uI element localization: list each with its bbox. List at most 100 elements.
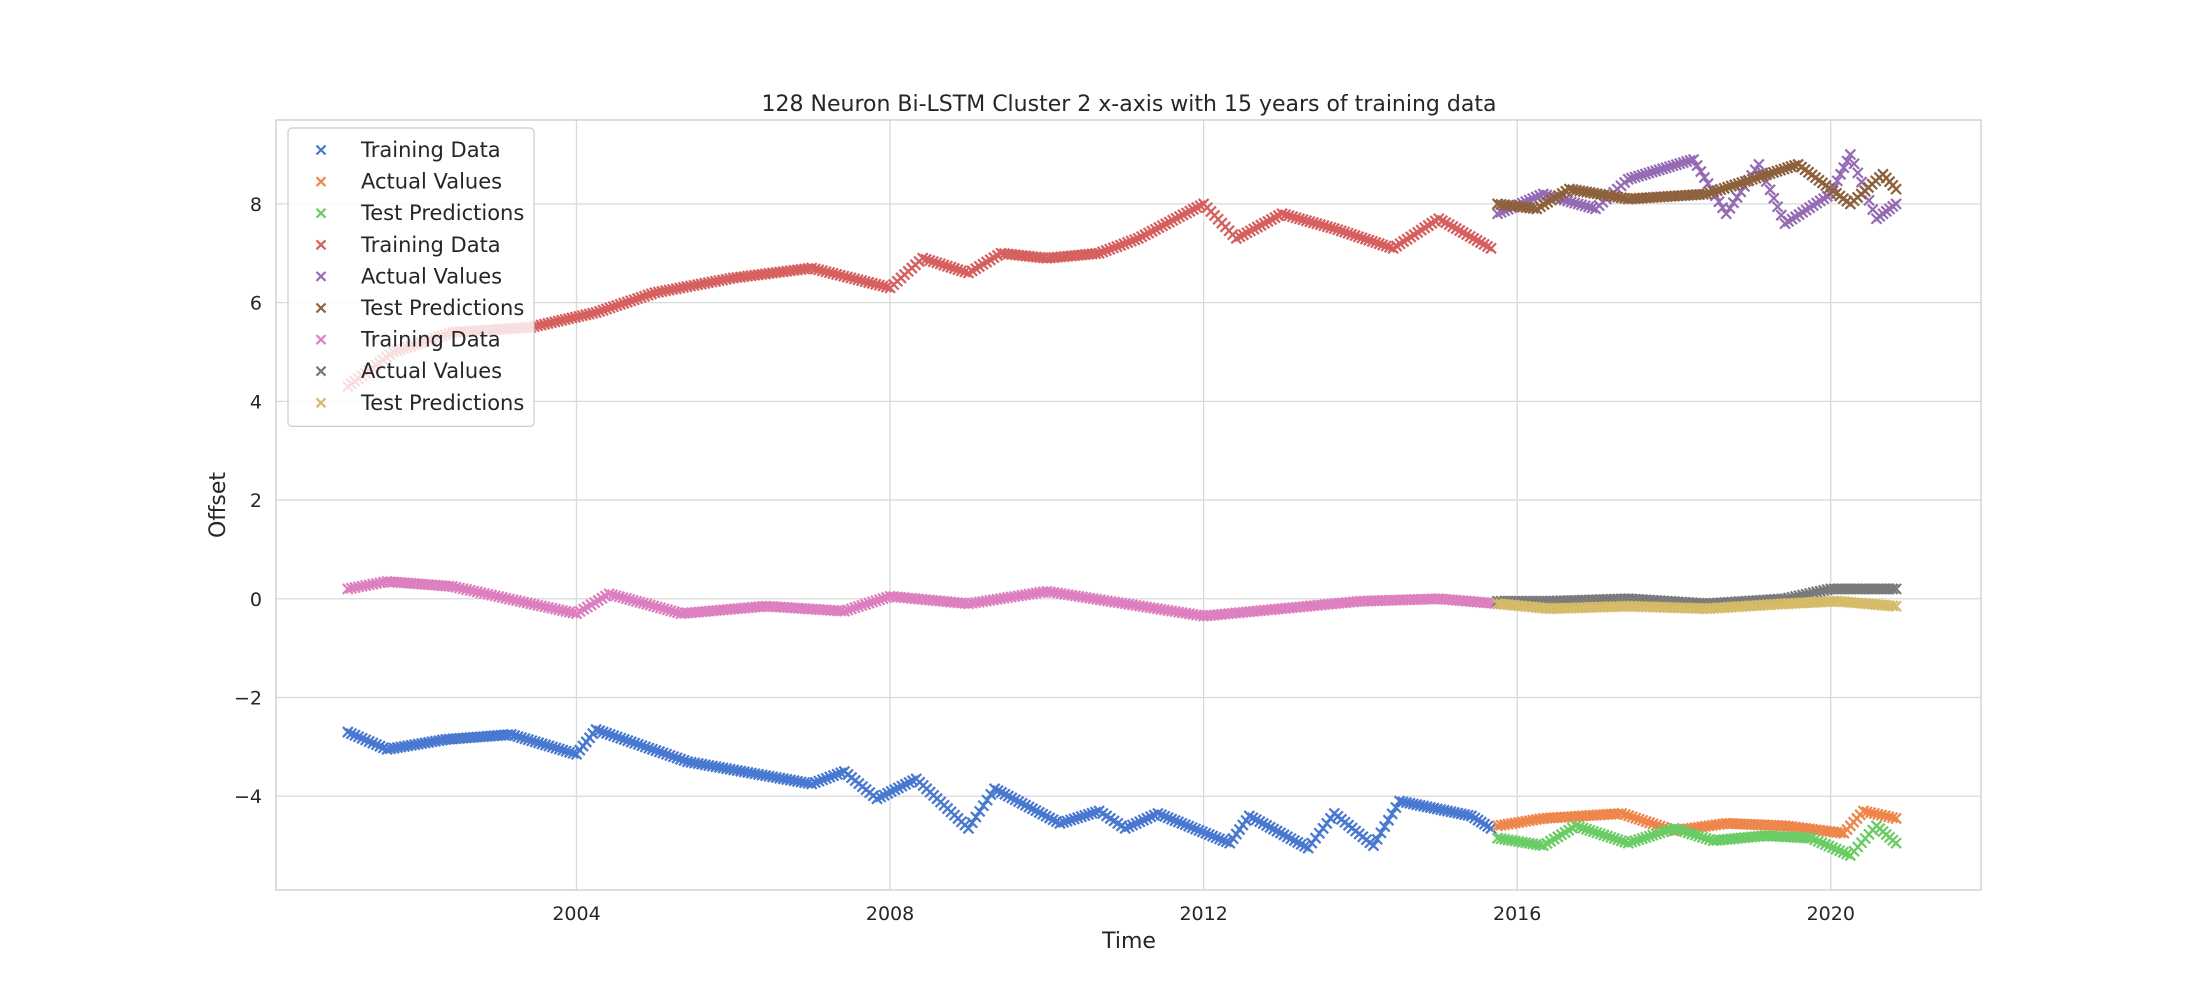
x-tick-label: 2016	[1493, 903, 1541, 925]
data-point	[1064, 814, 1077, 826]
data-point	[1695, 165, 1707, 178]
data-point	[1663, 160, 1676, 173]
data-point	[1537, 188, 1550, 200]
data-point	[970, 811, 982, 823]
data-point	[880, 281, 893, 293]
data-point	[1349, 229, 1361, 242]
data-point	[1767, 166, 1780, 179]
data-point	[505, 728, 517, 741]
data-point	[597, 726, 609, 738]
legend-box	[287, 127, 535, 427]
data-point	[1096, 246, 1109, 258]
data-point	[1162, 811, 1174, 824]
legend-marker	[315, 207, 327, 219]
data-point	[1584, 824, 1596, 837]
data-point	[1206, 830, 1219, 842]
data-point	[1771, 200, 1784, 213]
data-point	[1653, 164, 1665, 176]
data-point	[508, 729, 521, 742]
data-point	[1629, 812, 1642, 824]
data-point	[1286, 210, 1299, 223]
data-point	[845, 603, 858, 615]
data-point	[1321, 220, 1334, 233]
data-point	[809, 776, 822, 789]
data-point	[981, 794, 993, 806]
data-point	[1561, 195, 1574, 207]
data-point	[1656, 163, 1669, 175]
data-point	[1375, 827, 1387, 839]
data-point	[611, 731, 623, 743]
data-point	[877, 592, 889, 605]
data-point	[1572, 198, 1584, 210]
data-point	[1834, 827, 1847, 839]
data-point	[1713, 195, 1725, 208]
data-point	[955, 264, 968, 277]
data-point	[962, 822, 975, 835]
data-point	[1307, 216, 1320, 229]
data-point	[1698, 171, 1711, 184]
data-point	[1739, 175, 1752, 188]
data-point	[1647, 818, 1659, 830]
data-point	[617, 297, 630, 309]
data-point	[1580, 823, 1593, 836]
legend-label: Actual Values	[361, 264, 502, 288]
data-point	[1314, 218, 1327, 231]
data-point	[647, 600, 660, 612]
data-point	[1721, 181, 1734, 193]
legend-marker	[315, 144, 327, 156]
data-point	[606, 589, 619, 601]
data-point	[1764, 167, 1776, 180]
data-point	[1625, 172, 1638, 184]
data-point	[931, 256, 943, 269]
data-point	[1848, 157, 1860, 170]
data-point	[1057, 816, 1070, 829]
data-point	[849, 601, 861, 614]
data-point	[1582, 201, 1595, 213]
legend-marker	[315, 365, 327, 377]
data-point	[1650, 828, 1663, 840]
data-point	[1179, 818, 1192, 831]
series-9	[1491, 595, 1902, 615]
data-point	[1667, 159, 1679, 172]
data-point	[636, 739, 648, 752]
data-point	[1753, 171, 1766, 183]
data-point	[1677, 156, 1690, 169]
data-point	[1565, 196, 1577, 208]
data-point	[1632, 170, 1645, 182]
data-point	[1700, 832, 1712, 845]
data-point	[1186, 821, 1198, 834]
data-point	[1841, 155, 1853, 167]
data-point	[1342, 227, 1354, 240]
data-point	[1612, 833, 1624, 846]
data-point	[607, 300, 620, 313]
data-point	[1283, 209, 1295, 222]
data-point	[1636, 814, 1649, 827]
data-point	[650, 744, 662, 757]
data-point	[1757, 170, 1769, 182]
data-point	[668, 605, 680, 618]
data-point	[1622, 810, 1635, 822]
data-point	[614, 732, 627, 744]
data-point	[641, 598, 653, 610]
data-point	[639, 741, 652, 753]
data-point	[1220, 835, 1233, 848]
data-point	[1598, 829, 1610, 841]
data-point	[1118, 238, 1130, 250]
data-point	[1750, 172, 1762, 184]
data-point	[620, 592, 633, 605]
data-point	[1718, 182, 1730, 195]
data-point	[1640, 815, 1652, 828]
data-point	[1682, 827, 1694, 839]
data-point	[635, 291, 647, 304]
data-point	[1279, 208, 1292, 221]
data-point	[1605, 831, 1617, 844]
legend-marker	[315, 397, 327, 409]
data-point	[1680, 155, 1693, 168]
data-point	[1764, 184, 1776, 196]
data-point	[824, 771, 836, 783]
x-tick-label: 2020	[1807, 903, 1855, 925]
data-point	[1626, 811, 1638, 823]
data-point	[629, 737, 641, 749]
data-point	[1082, 808, 1095, 821]
